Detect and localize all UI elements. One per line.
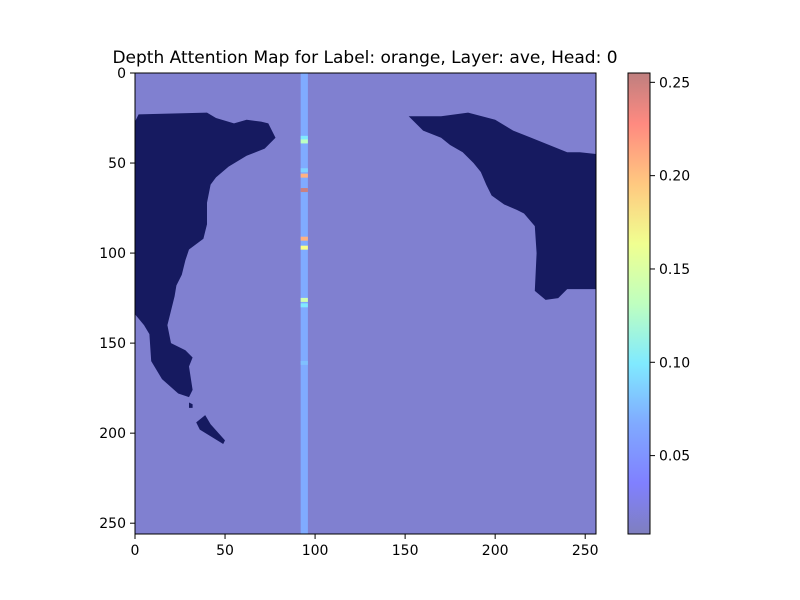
attention-hot-cell bbox=[300, 168, 308, 173]
attention-column bbox=[300, 73, 308, 534]
left-dark-dot bbox=[189, 402, 193, 408]
attention-hot-cell bbox=[300, 135, 308, 140]
plot-frame bbox=[134, 72, 597, 535]
attention-hot-cell bbox=[300, 297, 308, 302]
left-dark-region bbox=[135, 112, 276, 398]
dark-regions bbox=[135, 112, 596, 444]
y-tick-label: 50 bbox=[108, 156, 126, 172]
colorbar-ticks: 0.05 0.10 0.15 0.20 0.25 bbox=[650, 75, 690, 465]
plot-area bbox=[135, 73, 596, 534]
y-tick-label: 200 bbox=[99, 426, 126, 442]
y-axis: 0 50 100 150 200 250 bbox=[99, 66, 135, 532]
x-tick-label: 0 bbox=[131, 543, 140, 559]
attention-hot-cell bbox=[300, 236, 308, 241]
y-tick-label: 100 bbox=[99, 246, 126, 262]
colorbar-tick-label: 0.25 bbox=[659, 75, 690, 91]
x-axis: 0 50 100 150 200 250 bbox=[131, 534, 599, 559]
x-tick-label: 150 bbox=[392, 543, 419, 559]
colorbar-gradient bbox=[627, 72, 651, 535]
chart-title: Depth Attention Map for Label: orange, L… bbox=[112, 48, 617, 68]
colorbar-tick-label: 0.20 bbox=[659, 169, 690, 185]
right-dark-region bbox=[408, 112, 596, 300]
colorbar-tick-label: 0.10 bbox=[659, 355, 690, 371]
left-dark-spur bbox=[196, 415, 225, 444]
colorbar-tick-label: 0.05 bbox=[659, 449, 690, 465]
y-tick-label: 250 bbox=[99, 516, 126, 532]
attention-hot-cell bbox=[300, 303, 308, 308]
colorbar: 0.05 0.10 0.15 0.20 0.25 bbox=[627, 72, 690, 535]
colorbar-tick-label: 0.15 bbox=[659, 262, 690, 278]
x-tick-label: 50 bbox=[216, 543, 234, 559]
x-tick-label: 250 bbox=[572, 543, 599, 559]
y-tick-label: 0 bbox=[117, 66, 126, 82]
x-tick-label: 200 bbox=[482, 543, 509, 559]
attention-hot-cell bbox=[300, 139, 308, 144]
y-tick-label: 150 bbox=[99, 336, 126, 352]
attention-hot-cell bbox=[300, 245, 308, 250]
attention-hot-cell bbox=[300, 360, 308, 365]
attention-hot-cell bbox=[300, 173, 308, 178]
attention-hot-cell bbox=[300, 188, 308, 193]
x-tick-label: 100 bbox=[302, 543, 329, 559]
